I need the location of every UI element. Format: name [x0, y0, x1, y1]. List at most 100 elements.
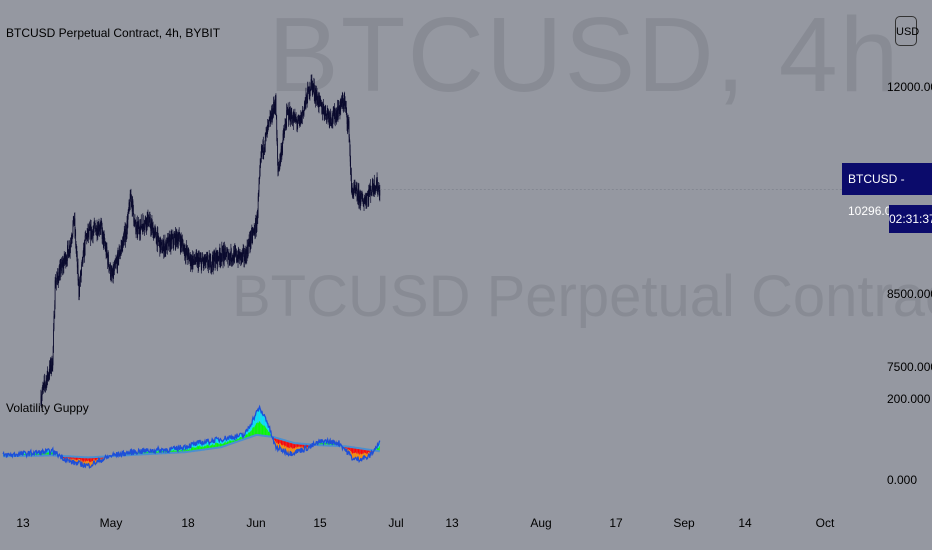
candle-body — [270, 116, 271, 123]
candle-body — [247, 251, 249, 254]
candle-body — [212, 262, 214, 268]
guppy-fill-down — [276, 437, 278, 443]
candle-body — [286, 110, 287, 127]
candle-body — [104, 237, 105, 244]
guppy-fill-down — [295, 443, 296, 448]
candle-body — [241, 253, 242, 258]
guppy-fill-down — [291, 442, 293, 449]
candle-body — [139, 230, 141, 235]
candle-body — [157, 232, 158, 247]
guppy-fill-down — [81, 457, 82, 462]
candle-body — [199, 259, 201, 261]
candle-body — [120, 249, 122, 253]
candle-body — [356, 188, 357, 189]
candle-body — [149, 216, 151, 218]
candle-body — [379, 194, 380, 196]
candle-body — [183, 246, 184, 252]
candle-body — [378, 186, 379, 188]
candle-body — [219, 248, 221, 255]
candle-body — [138, 224, 140, 231]
candle-body — [87, 230, 89, 237]
candle-body — [291, 111, 292, 124]
candle-body — [154, 229, 156, 230]
candle-body — [302, 111, 303, 118]
candle-body — [293, 115, 295, 119]
candle-body — [354, 185, 355, 189]
guppy-fill-up — [256, 422, 258, 435]
candle-body — [205, 262, 206, 265]
candle-body — [153, 232, 155, 238]
candle-body — [239, 254, 240, 261]
candle-body — [50, 361, 51, 369]
candle-body — [58, 271, 60, 284]
candle-body — [217, 252, 219, 258]
candle-body — [65, 261, 67, 265]
guppy-fill-up — [253, 427, 255, 436]
guppy-fill-down — [91, 457, 92, 462]
candle-body — [194, 261, 195, 262]
candle-body — [230, 249, 232, 261]
indicator-label[interactable]: Volatility Guppy — [6, 401, 89, 415]
candle-body — [61, 262, 62, 271]
candle-body — [315, 91, 316, 101]
candle-body — [71, 237, 73, 240]
candle-body — [379, 189, 381, 196]
guppy-fill-up — [260, 421, 261, 436]
candle-body — [178, 232, 180, 235]
candle-body — [207, 265, 209, 267]
candle-body — [148, 224, 149, 226]
candle-body — [149, 216, 150, 223]
candle-body — [112, 267, 114, 278]
guppy-fill-up-edge — [253, 418, 255, 428]
guppy-fill-up — [267, 429, 268, 437]
candle-body — [130, 193, 131, 199]
candle-body — [313, 84, 315, 88]
candle-body — [375, 185, 376, 191]
candle-body — [174, 235, 176, 237]
candle-body — [297, 122, 299, 125]
candle-body — [141, 226, 142, 228]
candle-body — [295, 117, 297, 121]
candle-body — [129, 202, 130, 205]
candle-body — [63, 254, 65, 263]
candle-body — [233, 251, 235, 261]
candle-body — [322, 107, 323, 114]
guppy-fill-up — [202, 445, 203, 450]
candle-body — [372, 180, 374, 189]
candle-body — [305, 93, 307, 104]
candle-body — [196, 256, 198, 266]
candle-body — [113, 269, 115, 272]
candle-body — [343, 98, 345, 106]
candle-body — [307, 88, 308, 104]
candle-body — [100, 223, 101, 229]
candle-body — [186, 248, 188, 254]
candle-body — [73, 216, 75, 225]
candle-body — [373, 180, 375, 192]
candle-body — [294, 115, 295, 122]
x-tick-13: 13 — [16, 516, 30, 530]
candle-body — [249, 244, 251, 247]
candle-body — [257, 214, 258, 219]
candle-body — [292, 122, 294, 124]
candle-body — [163, 241, 164, 247]
guppy-fill-up — [263, 425, 264, 436]
guppy-fill-up — [199, 445, 200, 451]
currency-button[interactable]: USD — [895, 16, 919, 46]
guppy-fill-up — [214, 443, 216, 449]
candle-body — [300, 113, 302, 123]
candle-body — [278, 167, 280, 171]
guppy-fill-down — [287, 441, 288, 448]
candle-body — [84, 243, 85, 258]
candle-body — [44, 384, 46, 387]
candle-body — [277, 170, 279, 173]
candle-body — [286, 110, 288, 111]
candle-body — [318, 105, 319, 107]
candle-body — [375, 183, 377, 188]
candle-body — [131, 202, 133, 212]
guppy-fill-up — [268, 431, 270, 437]
x-tick-oct: Oct — [815, 516, 835, 530]
candle-body — [377, 189, 379, 192]
candle-body — [228, 253, 230, 260]
guppy-fill-up — [255, 423, 256, 436]
